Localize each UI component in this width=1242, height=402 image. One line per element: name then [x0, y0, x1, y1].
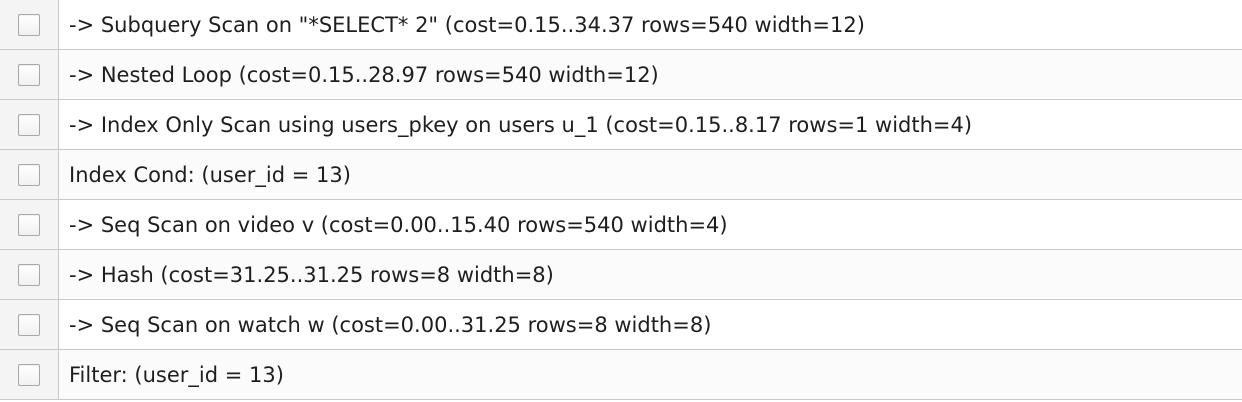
plan-row-text: -> Nested Loop (cost=0.15..28.97 rows=54…: [58, 49, 1242, 100]
plan-row-text: Index Cond: (user_id = 13): [58, 149, 1242, 200]
row-checkbox-cell: [0, 349, 59, 400]
row-checkbox[interactable]: [18, 63, 40, 86]
plan-row-text: Filter: (user_id = 13): [58, 349, 1242, 400]
row-checkbox-cell: [0, 199, 59, 250]
row-checkbox-cell: [0, 99, 59, 150]
plan-row: -> Index Only Scan using users_pkey on u…: [0, 99, 1242, 150]
plan-row: -> Nested Loop (cost=0.15..28.97 rows=54…: [0, 49, 1242, 100]
plan-row: Filter: (user_id = 13): [0, 349, 1242, 400]
row-checkbox[interactable]: [18, 13, 40, 36]
row-checkbox[interactable]: [18, 163, 40, 186]
row-checkbox-cell: [0, 149, 59, 200]
row-checkbox-cell: [0, 299, 59, 350]
plan-row-text: -> Index Only Scan using users_pkey on u…: [58, 99, 1242, 150]
row-checkbox[interactable]: [18, 363, 40, 386]
row-checkbox[interactable]: [18, 113, 40, 136]
row-checkbox-cell: [0, 49, 59, 100]
plan-row: -> Seq Scan on watch w (cost=0.00..31.25…: [0, 299, 1242, 350]
plan-row: -> Hash (cost=31.25..31.25 rows=8 width=…: [0, 249, 1242, 300]
plan-row: Index Cond: (user_id = 13): [0, 149, 1242, 200]
row-checkbox-cell: [0, 0, 59, 50]
plan-row-text: -> Subquery Scan on "*SELECT* 2" (cost=0…: [58, 0, 1242, 50]
row-checkbox[interactable]: [18, 313, 40, 336]
plan-row-text: -> Seq Scan on watch w (cost=0.00..31.25…: [58, 299, 1242, 350]
row-checkbox-cell: [0, 249, 59, 300]
row-checkbox[interactable]: [18, 213, 40, 236]
plan-row: -> Seq Scan on video v (cost=0.00..15.40…: [0, 199, 1242, 250]
row-checkbox[interactable]: [18, 263, 40, 286]
plan-row-text: -> Seq Scan on video v (cost=0.00..15.40…: [58, 199, 1242, 250]
plan-row: -> Subquery Scan on "*SELECT* 2" (cost=0…: [0, 0, 1242, 50]
plan-row-text: -> Hash (cost=31.25..31.25 rows=8 width=…: [58, 249, 1242, 300]
